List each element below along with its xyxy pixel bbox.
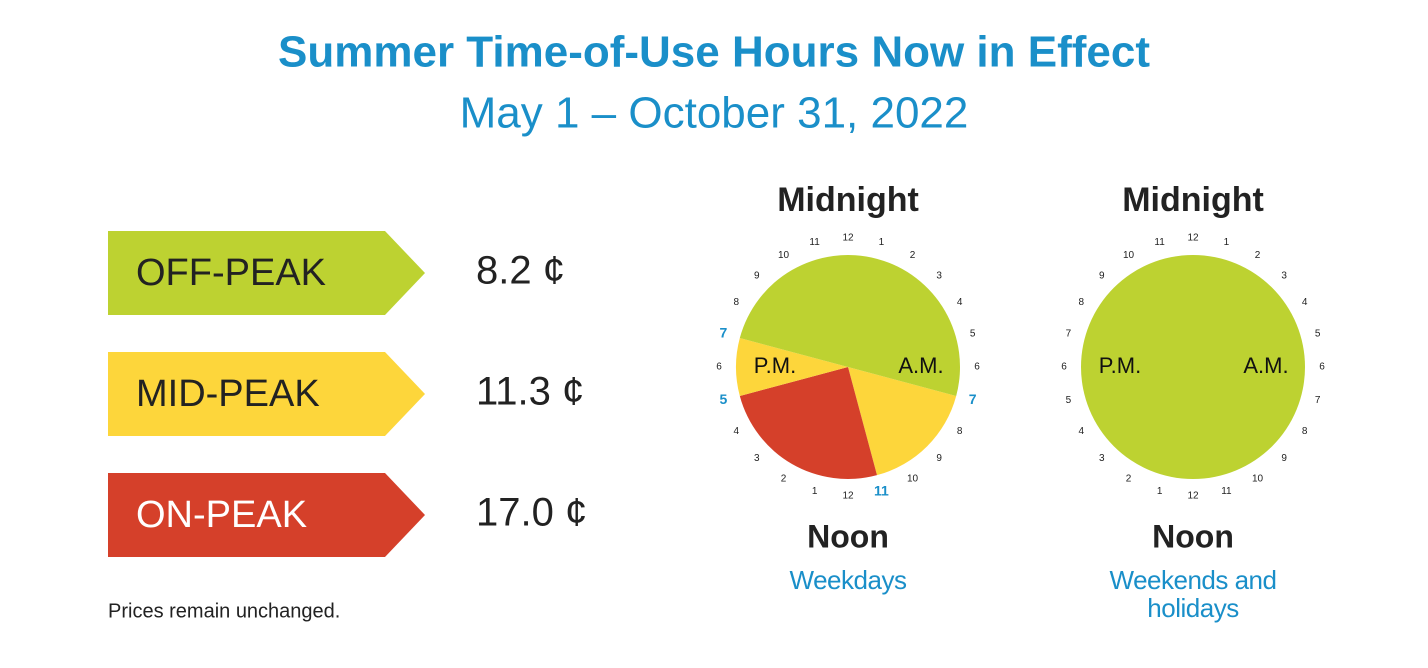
am-label: A.M. [1243, 353, 1288, 378]
clock-segment [1081, 255, 1305, 479]
clock-segment [736, 338, 848, 396]
hour-label: 3 [1281, 270, 1287, 281]
pm-label: P.M. [1099, 353, 1141, 378]
hour-label: 5 [970, 328, 976, 339]
hour-label: 6 [1061, 362, 1067, 373]
rate-tag [108, 352, 425, 436]
rate-name: ON-PEAK [136, 494, 307, 536]
hour-label: 11 [809, 237, 820, 248]
hour-label: 8 [1079, 297, 1085, 308]
hour-label: 7 [1066, 328, 1072, 339]
hour-label: 10 [778, 250, 790, 261]
hour-label: 6 [974, 362, 980, 373]
rate-price: 17.0 ¢ [476, 491, 587, 535]
hour-label: 3 [936, 270, 942, 281]
hour-label: 3 [754, 453, 760, 464]
hour-label: 7 [1315, 395, 1321, 406]
hour-label: 10 [907, 473, 919, 484]
top-label: Midnight [1122, 181, 1264, 219]
subtitle: May 1 – October 31, 2022 [460, 89, 969, 138]
rate-name: OFF-PEAK [136, 252, 326, 294]
top-label: Midnight [777, 181, 919, 219]
hour-label: 11 [874, 482, 889, 498]
note: Prices remain unchanged. [108, 600, 340, 622]
hour-label: 10 [1252, 473, 1264, 484]
hour-label: 2 [910, 250, 916, 261]
hour-label: 4 [734, 426, 740, 437]
pm-label: P.M. [754, 353, 796, 378]
hour-label: 1 [1157, 486, 1163, 497]
hour-label: 12 [842, 233, 854, 244]
hour-label: 9 [936, 453, 942, 464]
clock-segment [739, 367, 877, 479]
rate-tag [108, 231, 425, 315]
hour-label: 4 [1079, 426, 1085, 437]
hour-label: 1 [812, 486, 818, 497]
hour-label: 8 [734, 297, 740, 308]
hour-label: 9 [754, 270, 760, 281]
hour-label: 3 [1099, 453, 1105, 464]
hour-label: 1 [879, 237, 885, 248]
rate-price: 11.3 ¢ [476, 370, 584, 414]
hour-label: 11 [1154, 237, 1165, 248]
hour-label: 1 [1224, 237, 1230, 248]
hour-label: 4 [1302, 297, 1308, 308]
hour-label: 5 [719, 391, 727, 407]
title: Summer Time-of-Use Hours Now in Effect [278, 28, 1150, 77]
hour-label: 9 [1281, 453, 1287, 464]
hour-label: 6 [716, 362, 722, 373]
am-label: A.M. [898, 353, 943, 378]
hour-label: 12 [842, 491, 854, 502]
clock-segment [739, 254, 960, 396]
clock-caption: Weekdays [789, 565, 907, 595]
rate-price: 8.2 ¢ [476, 249, 565, 293]
hour-label: 7 [969, 391, 977, 407]
hour-label: 5 [1315, 328, 1321, 339]
hour-label: 2 [1255, 250, 1261, 261]
hour-label: 2 [1126, 473, 1132, 484]
hour-label: 11 [1221, 486, 1232, 497]
hour-label: 8 [1302, 426, 1308, 437]
hour-label: 7 [719, 324, 727, 340]
rate-name: MID-PEAK [136, 373, 320, 415]
clock-caption: Weekends and holidays [1109, 565, 1277, 623]
hour-label: 6 [1319, 362, 1325, 373]
hour-label: 10 [1123, 250, 1135, 261]
bottom-label: Noon [807, 518, 889, 554]
hour-label: 4 [957, 297, 963, 308]
hour-label: 9 [1099, 270, 1105, 281]
hour-label: 2 [781, 473, 787, 484]
clock-segment [848, 367, 957, 476]
hour-label: 5 [1066, 395, 1072, 406]
hour-label: 12 [1187, 491, 1199, 502]
hour-label: 12 [1187, 233, 1199, 244]
bottom-label: Noon [1152, 518, 1234, 554]
rate-tag [108, 473, 425, 557]
hour-label: 8 [957, 426, 963, 437]
